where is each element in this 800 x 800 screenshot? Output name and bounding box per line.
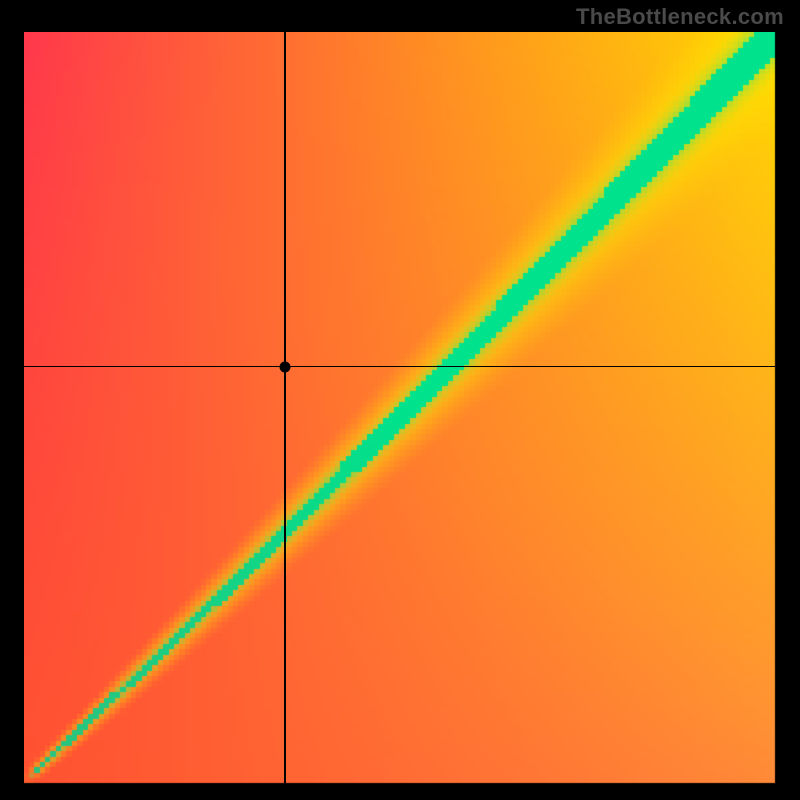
crosshair-point <box>279 361 290 372</box>
crosshair-horizontal <box>24 366 776 367</box>
watermark-text: TheBottleneck.com <box>576 4 784 30</box>
stage: TheBottleneck.com <box>0 0 800 800</box>
crosshair-vertical <box>284 32 285 784</box>
plot-area <box>24 32 776 784</box>
heatmap-canvas <box>24 32 776 784</box>
